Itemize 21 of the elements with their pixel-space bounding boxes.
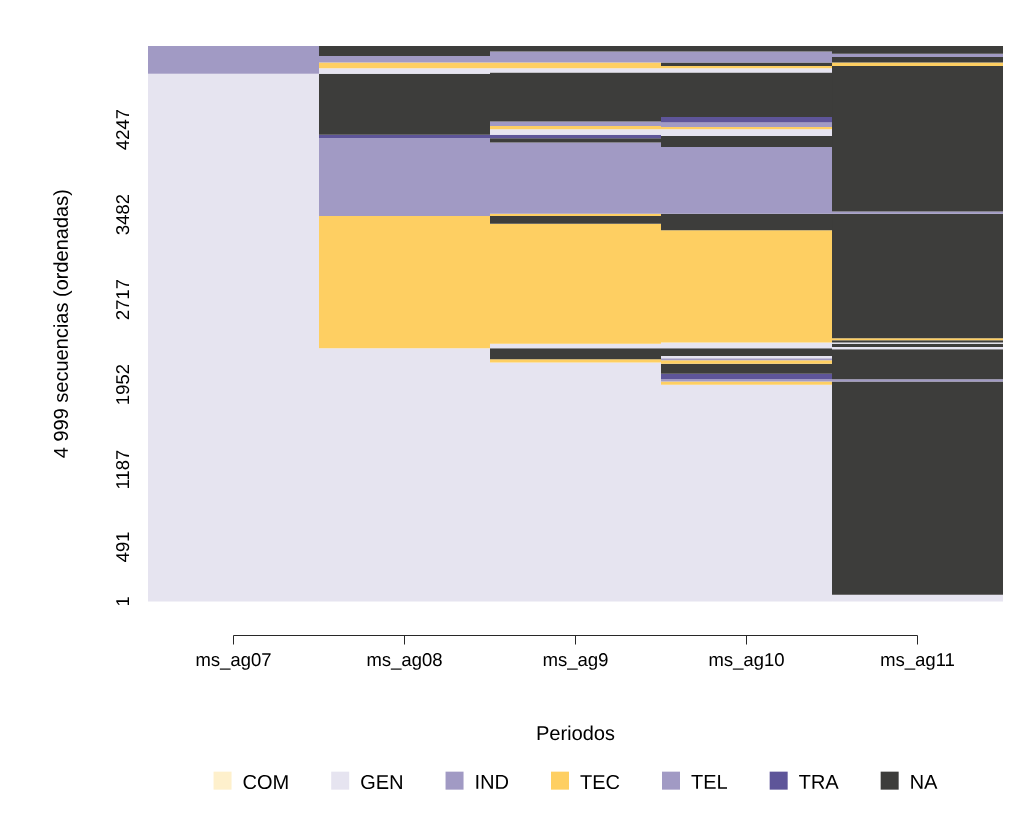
x-tick-label: ms_ag11 — [881, 653, 954, 670]
x-tick-label: ms_ag07 — [196, 653, 271, 670]
legend-label: TEL — [691, 775, 728, 789]
x-axis-title: Periodos — [537, 725, 615, 741]
legend-label: GEN — [361, 774, 402, 790]
legend-label: NA — [911, 775, 938, 789]
x-tick-label: ms_ag10 — [709, 653, 784, 670]
legend-label: IND — [476, 775, 509, 789]
y-tick-label: 1 — [116, 597, 129, 606]
y-tick-label: 4247 — [116, 109, 129, 150]
y-axis-title: 4 999 secuencias (ordenadas) — [53, 190, 72, 458]
legend-label: TRA — [799, 775, 839, 789]
y-tick-label: 1952 — [116, 364, 130, 404]
legend-label: TEC — [580, 774, 620, 790]
y-tick-label: 491 — [116, 532, 130, 562]
legend-label: COM — [243, 774, 288, 790]
x-tick-label: ms_ag9 — [543, 653, 608, 670]
y-tick-label: 1187 — [116, 450, 130, 489]
x-tick-label: ms_ag08 — [367, 653, 442, 670]
y-tick-label: 3482 — [116, 194, 130, 235]
y-tick-label: 2717 — [116, 279, 129, 320]
